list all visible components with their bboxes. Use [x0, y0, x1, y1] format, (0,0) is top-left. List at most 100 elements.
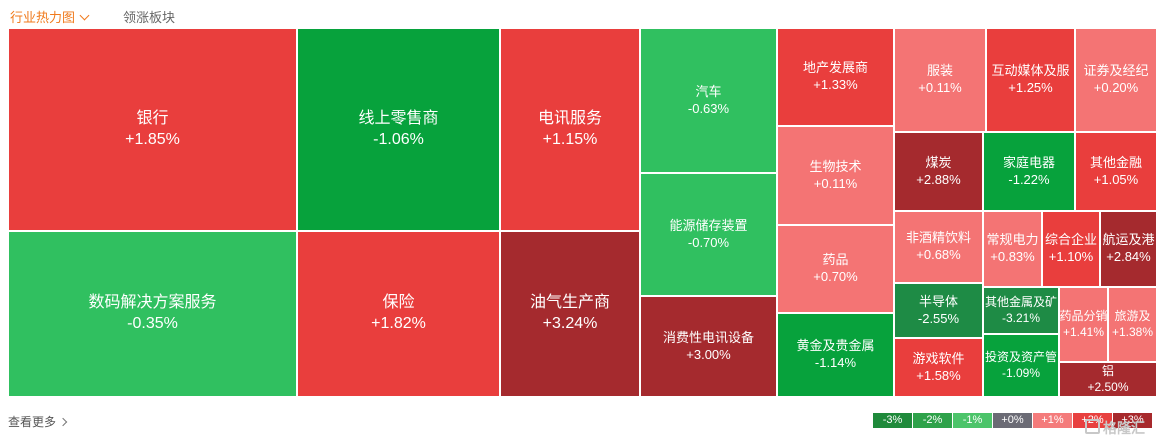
sector-tile[interactable]: 综合企业 +1.10%: [1042, 211, 1100, 287]
legend-swatch: -1%: [953, 413, 993, 428]
sector-tile[interactable]: 游戏软件 +1.58%: [894, 338, 983, 397]
sector-name: 汽车: [695, 83, 722, 99]
sector-tile[interactable]: 服装 +0.11%: [894, 28, 986, 132]
sector-tile[interactable]: 生物技术 +0.11%: [777, 126, 894, 225]
watermark: 格隆汇: [1085, 418, 1145, 438]
sector-change: -1.22%: [1008, 171, 1050, 187]
sector-tile[interactable]: 银行 +1.85%: [8, 28, 297, 231]
sector-name: 家庭电器: [1002, 154, 1055, 170]
legend-swatch: -2%: [913, 413, 953, 428]
sector-tile[interactable]: 保险 +1.82%: [297, 231, 500, 397]
sector-tile[interactable]: 煤炭 +2.88%: [894, 132, 983, 211]
sector-tile[interactable]: 药品 +0.70%: [777, 225, 894, 313]
sector-name: 互动媒体及服: [991, 63, 1070, 79]
sector-change: +1.15%: [542, 130, 598, 148]
sector-name: 油气生产商: [529, 294, 610, 312]
sector-name: 药品分销: [1059, 308, 1108, 323]
sector-name: 服装: [926, 63, 953, 79]
sector-change: +3.00%: [686, 346, 731, 362]
sector-name: 银行: [136, 109, 169, 127]
tab-bar: 行业热力图 领涨板块: [0, 0, 1165, 28]
sector-change: +0.11%: [813, 175, 858, 191]
sector-change: -0.70%: [687, 234, 730, 250]
sector-name: 消费性电讯设备: [662, 329, 754, 345]
sector-change: +2.84%: [1106, 249, 1151, 264]
sector-tile[interactable]: 航运及港 +2.84%: [1100, 211, 1157, 287]
sector-change: +1.58%: [916, 367, 961, 383]
sector-tile[interactable]: 家庭电器 -1.22%: [983, 132, 1075, 211]
tab-label: 行业热力图: [10, 10, 76, 25]
sector-name: 数码解决方案服务: [88, 294, 217, 312]
sector-change: +1.25%: [1008, 80, 1053, 95]
sector-name: 线上零售商: [358, 109, 439, 127]
sector-change: +2.88%: [916, 171, 961, 187]
sector-change: +1.38%: [1111, 324, 1154, 339]
sector-change: +0.70%: [813, 269, 858, 284]
sector-name: 黄金及贵金属: [796, 338, 875, 354]
sector-tile[interactable]: 能源储存装置 -0.70%: [640, 173, 777, 296]
sector-tile[interactable]: 地产发展商 +1.33%: [777, 28, 894, 126]
legend-swatch: +0%: [993, 413, 1033, 428]
sector-change: +0.20%: [1093, 80, 1139, 95]
sector-tile[interactable]: 油气生产商 +3.24%: [500, 231, 640, 397]
sector-change: -0.63%: [687, 100, 730, 116]
sector-heatmap: 银行 +1.85% 数码解决方案服务 -0.35% 线上零售商 -1.06% 保险 +1.82…: [8, 28, 1157, 397]
sector-name: 航运及港: [1102, 232, 1155, 248]
sector-tile[interactable]: 黄金及贵金属 -1.14%: [777, 313, 894, 397]
watermark-text: 格隆汇: [1103, 420, 1145, 436]
sector-change: -2.55%: [917, 310, 960, 326]
sector-name: 铝: [1101, 363, 1114, 378]
sector-change: -1.14%: [814, 355, 857, 370]
sector-name: 其他金融: [1089, 154, 1142, 170]
sector-tile[interactable]: 非酒精饮料 +0.68%: [894, 211, 983, 283]
sector-name: 地产发展商: [802, 60, 868, 76]
sector-name: 半导体: [918, 293, 958, 309]
sector-name: 常规电力: [986, 232, 1039, 248]
sector-tile[interactable]: 旅游及 +1.38%: [1108, 287, 1157, 362]
sector-change: +3.24%: [542, 315, 598, 332]
sector-change: +0.68%: [916, 247, 961, 262]
sector-change: +1.41%: [1062, 324, 1105, 339]
sector-change: +1.05%: [1093, 171, 1139, 187]
sector-change: +0.11%: [918, 80, 962, 95]
sector-name: 其他金属及矿: [984, 294, 1057, 309]
sector-change: +1.85%: [125, 130, 180, 148]
sector-tile[interactable]: 常规电力 +0.83%: [983, 211, 1042, 287]
sector-change: -1.06%: [373, 130, 424, 148]
sector-tile[interactable]: 药品分销 +1.41%: [1059, 287, 1108, 362]
view-more-label: 查看更多: [8, 415, 57, 429]
sector-name: 证券及经纪: [1083, 63, 1149, 79]
legend-swatch: +1%: [1033, 413, 1073, 428]
sector-name: 能源储存装置: [669, 217, 748, 233]
sector-tile[interactable]: 铝 +2.50%: [1059, 362, 1157, 397]
sector-name: 煤炭: [925, 154, 952, 170]
sector-change: -1.09%: [1001, 365, 1041, 380]
sector-tile[interactable]: 互动媒体及服 +1.25%: [986, 28, 1075, 132]
sector-tile[interactable]: 汽车 -0.63%: [640, 28, 777, 173]
sector-tile[interactable]: 电讯服务 +1.15%: [500, 28, 640, 231]
sector-tile[interactable]: 证券及经纪 +0.20%: [1075, 28, 1157, 132]
sector-name: 药品: [822, 252, 849, 268]
chevron-right-icon: [58, 417, 68, 427]
legend-swatch: -3%: [873, 413, 913, 428]
sector-change: +1.82%: [371, 315, 426, 332]
sector-tile[interactable]: 其他金属及矿 -3.21%: [983, 287, 1059, 334]
sector-tile[interactable]: 其他金融 +1.05%: [1075, 132, 1157, 211]
chevron-down-icon: [79, 10, 90, 21]
sector-name: 综合企业: [1044, 232, 1097, 248]
watermark-logo-icon: [1085, 419, 1100, 434]
sector-tile[interactable]: 半导体 -2.55%: [894, 283, 983, 338]
sector-change: +1.10%: [1048, 249, 1094, 264]
tab-industry-heatmap[interactable]: 行业热力图: [10, 7, 90, 26]
view-more-link[interactable]: 查看更多: [8, 413, 68, 430]
sector-name: 旅游及: [1114, 308, 1151, 323]
sector-tile[interactable]: 数码解决方案服务 -0.35%: [8, 231, 297, 397]
sector-tile[interactable]: 消费性电讯设备 +3.00%: [640, 296, 777, 397]
legend-swatch: +3%: [1113, 413, 1153, 428]
sector-change: -0.35%: [127, 315, 178, 332]
sector-change: +1.33%: [813, 77, 858, 92]
sector-tile[interactable]: 投资及资产管 -1.09%: [983, 334, 1059, 397]
sector-tile[interactable]: 线上零售商 -1.06%: [297, 28, 500, 231]
sector-name: 投资及资产管: [984, 349, 1057, 364]
tab-top-sectors[interactable]: 领涨板块: [123, 7, 175, 26]
